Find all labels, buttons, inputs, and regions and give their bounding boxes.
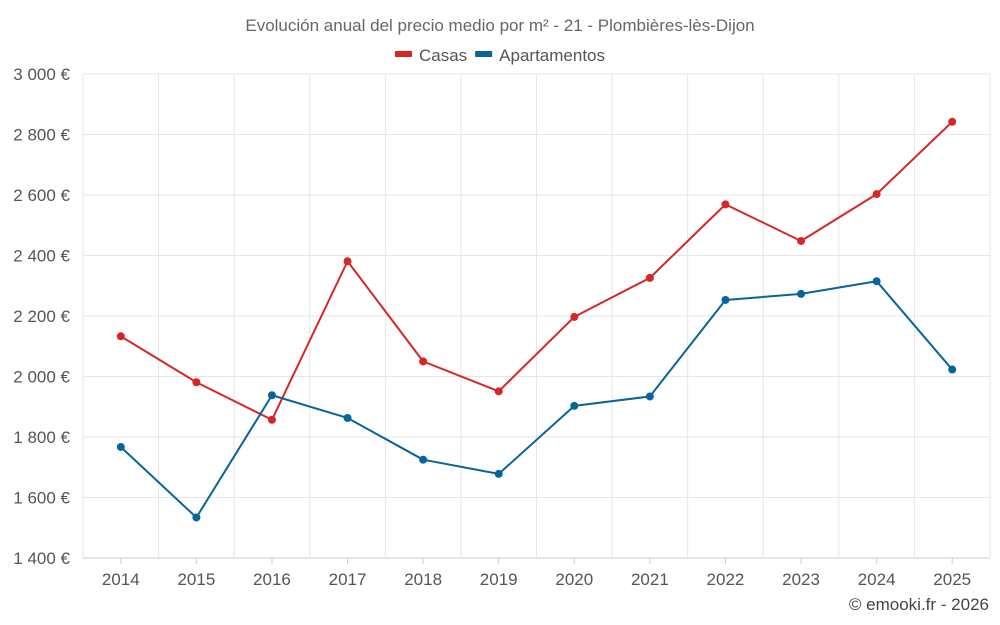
y-tick-label: 1 600 €	[13, 489, 70, 508]
x-tick-label: 2024	[858, 570, 896, 589]
data-point[interactable]	[570, 401, 579, 410]
data-point[interactable]	[419, 455, 428, 464]
series-line	[120, 121, 953, 421]
data-point[interactable]	[267, 391, 276, 400]
legend-item-casas[interactable]: Casas	[394, 46, 467, 65]
x-tick-label: 2022	[707, 570, 745, 589]
series	[116, 117, 957, 522]
data-point[interactable]	[872, 277, 881, 286]
y-tick-label: 2 000 €	[13, 368, 70, 387]
data-point[interactable]	[419, 357, 428, 366]
data-point[interactable]	[797, 236, 806, 245]
data-point[interactable]	[192, 378, 201, 387]
x-tick-label: 2020	[555, 570, 593, 589]
data-point[interactable]	[721, 200, 730, 209]
legend-item-apartamentos[interactable]: Apartamentos	[475, 46, 605, 65]
x-tick-label: 2018	[404, 570, 442, 589]
x-tick-label: 2025	[933, 570, 971, 589]
x-tick-label: 2017	[329, 570, 367, 589]
data-point[interactable]	[116, 442, 125, 451]
legend[interactable]: Casas Apartamentos	[394, 46, 605, 65]
data-point[interactable]	[192, 513, 201, 522]
data-point[interactable]	[570, 312, 579, 321]
data-point[interactable]	[872, 190, 881, 199]
y-tick-label: 2 400 €	[13, 247, 70, 266]
y-tick-label: 3 000 €	[13, 65, 70, 84]
y-axis: 1 400 € 1 600 € 1 800 € 2 000 € 2 200 € 2 400…	[13, 65, 70, 568]
y-tick-label: 1 400 €	[13, 549, 70, 568]
legend-label: Apartamentos	[499, 46, 605, 65]
series-apartamentos	[116, 277, 957, 522]
data-point[interactable]	[645, 273, 654, 282]
series-line	[120, 280, 953, 519]
grid	[82, 73, 991, 559]
y-tick-label: 2 200 €	[13, 307, 70, 326]
data-point[interactable]	[343, 257, 352, 266]
series-casas	[116, 117, 957, 424]
data-point[interactable]	[494, 387, 503, 396]
legend-label: Casas	[419, 46, 467, 65]
data-point[interactable]	[343, 413, 352, 422]
x-tick-label: 2015	[177, 570, 215, 589]
data-point[interactable]	[494, 469, 503, 478]
x-tick-label: 2019	[480, 570, 518, 589]
y-tick-label: 1 800 €	[13, 428, 70, 447]
data-point[interactable]	[797, 289, 806, 298]
x-tick-label: 2016	[253, 570, 291, 589]
y-tick-label: 2 600 €	[13, 186, 70, 205]
x-tick-label: 2014	[102, 570, 140, 589]
data-point[interactable]	[116, 332, 125, 341]
legend-swatch	[475, 51, 493, 57]
data-point[interactable]	[267, 415, 276, 424]
data-point[interactable]	[645, 392, 654, 401]
legend-swatch	[394, 51, 412, 57]
data-point[interactable]	[721, 295, 730, 304]
x-tick-label: 2023	[782, 570, 820, 589]
credit-text: © emooki.fr - 2026	[849, 595, 989, 614]
data-point[interactable]	[948, 117, 957, 126]
data-point[interactable]	[948, 365, 957, 374]
y-tick-label: 2 800 €	[13, 126, 70, 145]
chart-title: Evolución anual del precio medio por m² …	[245, 16, 754, 35]
x-tick-label: 2021	[631, 570, 669, 589]
x-axis: 2014 2015 2016 2017 2018 2019 2020 2021 2022 2023…	[102, 558, 971, 589]
